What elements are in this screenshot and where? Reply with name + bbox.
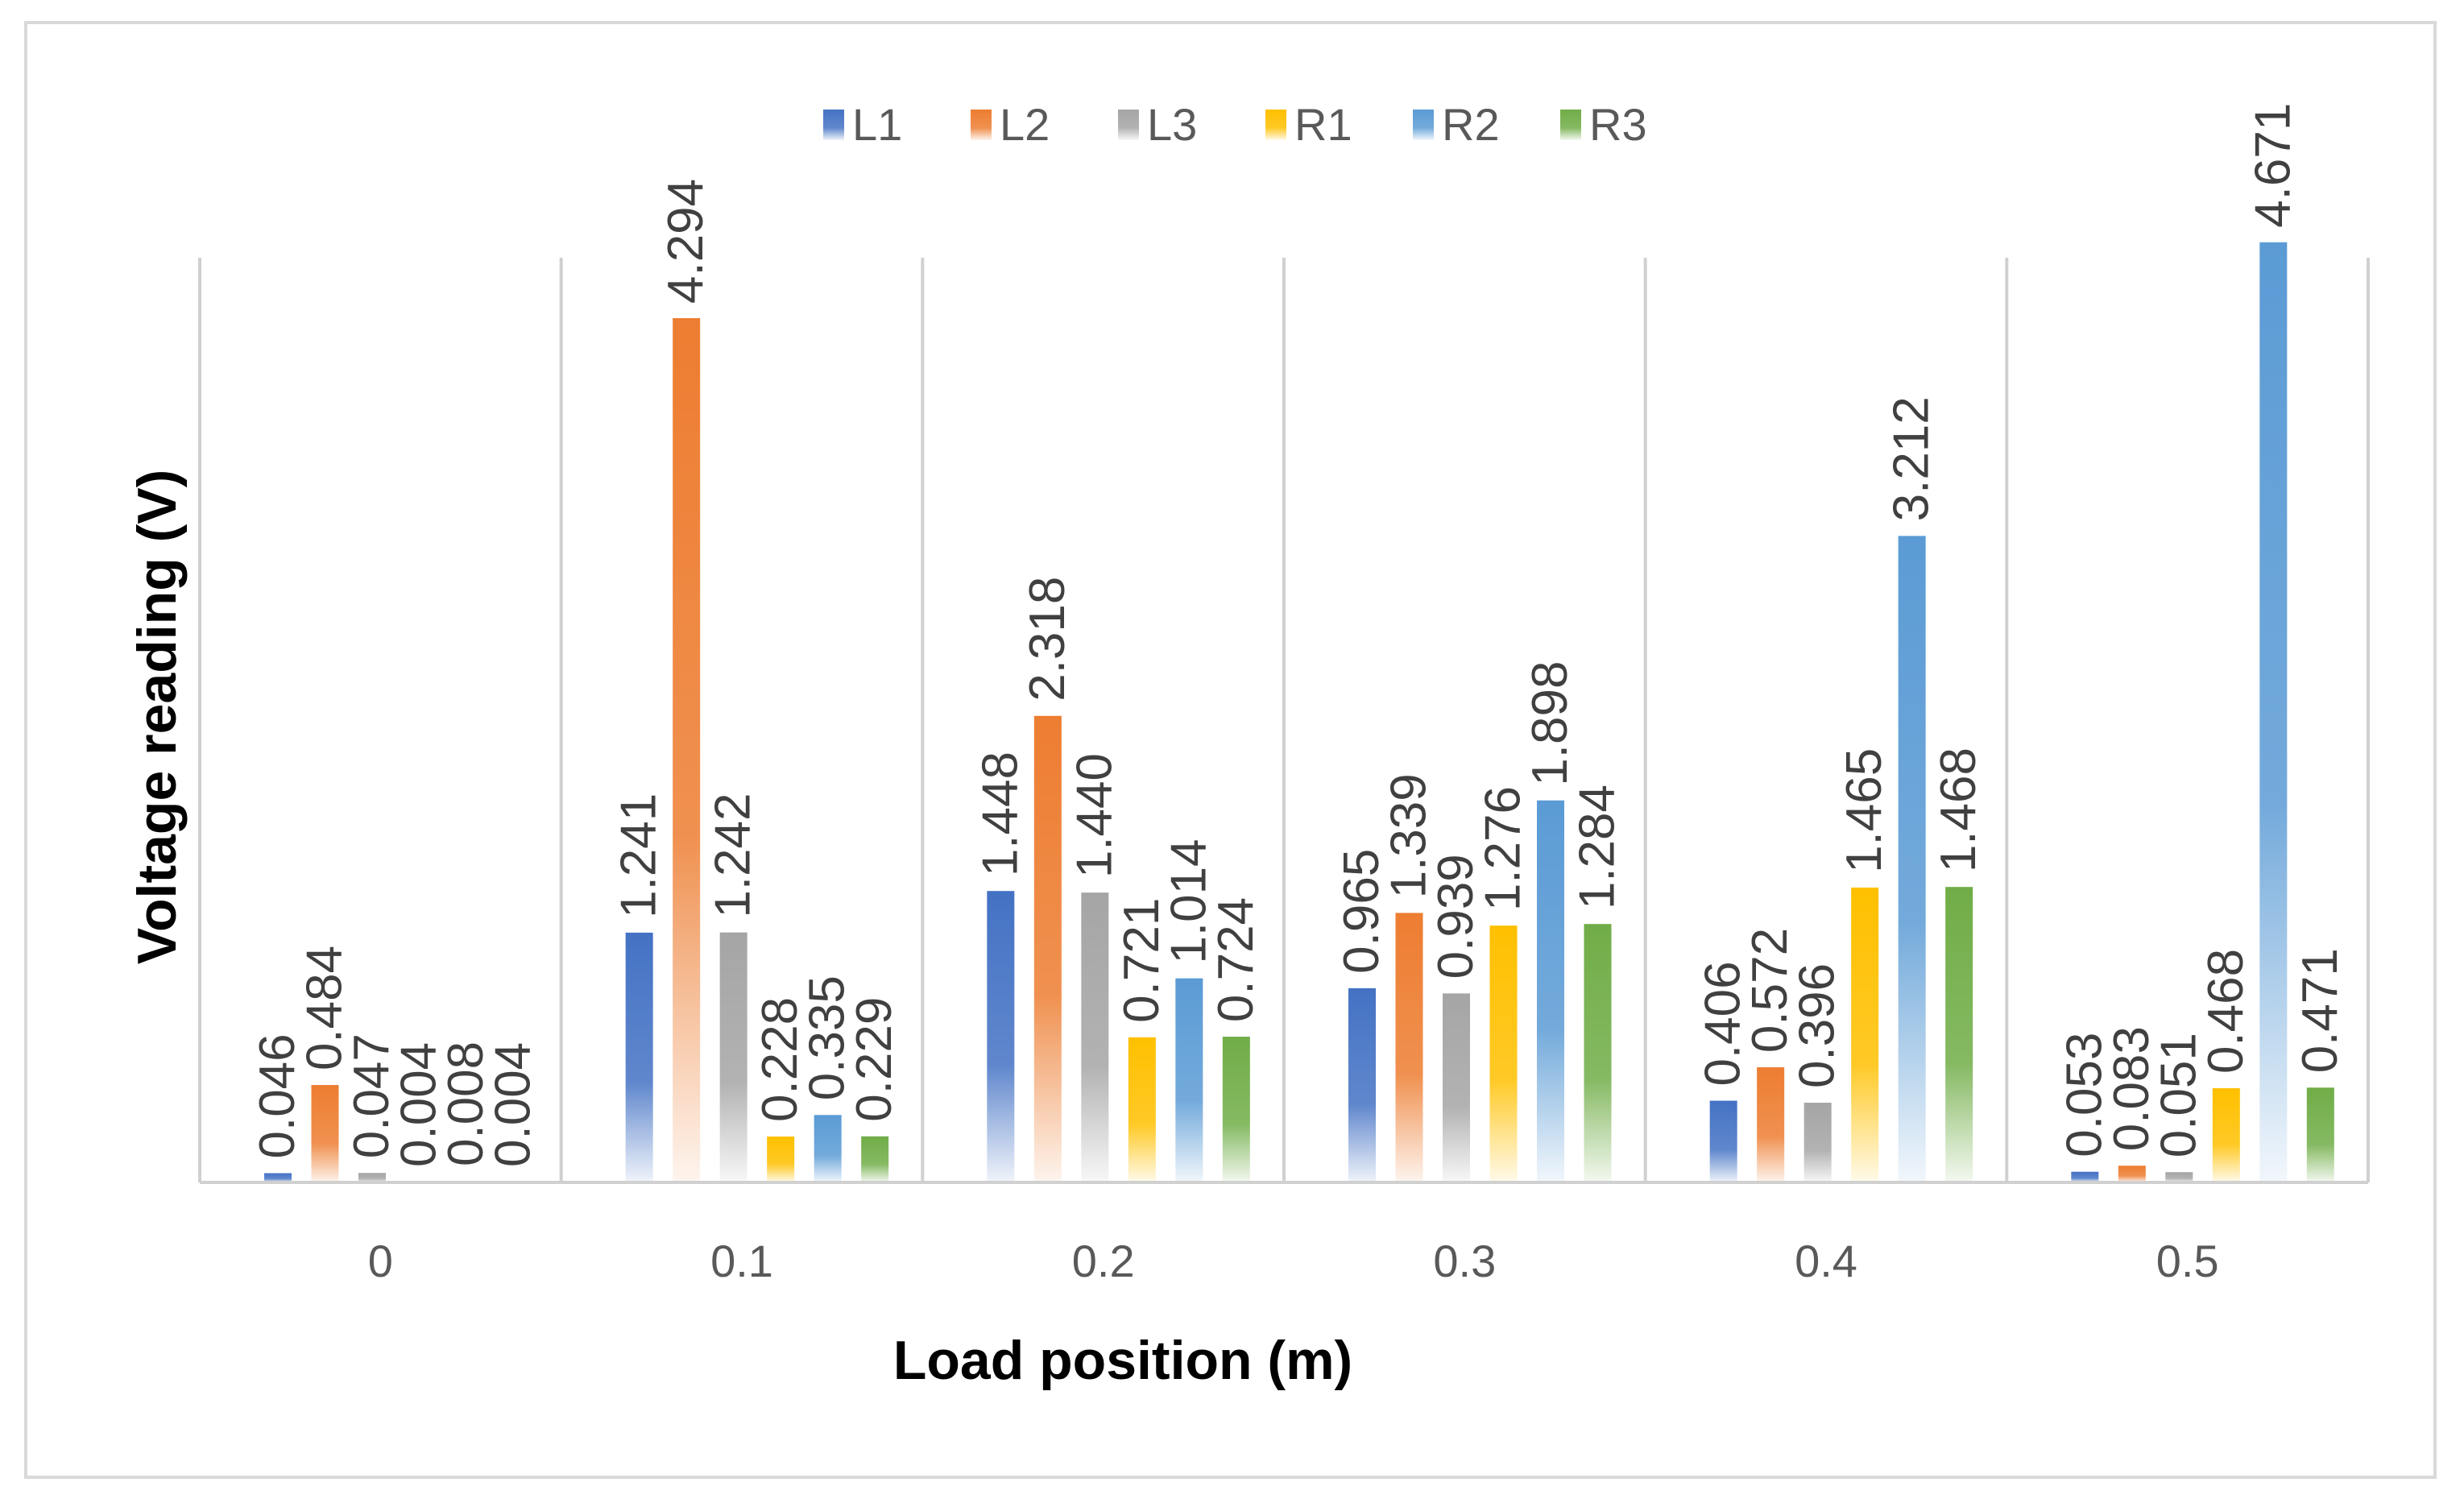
- bars: [264, 242, 2334, 1182]
- data-label-L3-0.5: 0.051: [2151, 1033, 2206, 1157]
- data-label-L1-0: 0.046: [250, 1033, 305, 1158]
- bar-R1-0.4: [1851, 887, 1879, 1182]
- data-label-R3-0.5: 0.471: [2292, 948, 2348, 1073]
- legend-swatch-L1: [823, 110, 844, 140]
- bar-L1-0.2: [987, 891, 1015, 1182]
- data-label-R2-0.2: 1.014: [1161, 838, 1216, 963]
- data-label-R3-0.4: 1.468: [1931, 747, 1986, 872]
- legend-label-L1: L1: [852, 99, 902, 150]
- data-label-R2-0.1: 0.335: [800, 975, 855, 1100]
- bar-L2-0.2: [1033, 715, 1062, 1182]
- legend-swatch-R3: [1560, 110, 1581, 140]
- bar-R2-0.2: [1175, 978, 1203, 1182]
- bar-R1-0.3: [1489, 925, 1518, 1182]
- bar-R2-0.4: [1898, 536, 1926, 1182]
- bar-R3-0.3: [1584, 924, 1612, 1182]
- legend-label-R3: R3: [1589, 99, 1647, 150]
- x-tick-label: 0: [368, 1236, 393, 1286]
- bar-L1-0.5: [2071, 1171, 2099, 1182]
- bar-L2-0.5: [2118, 1166, 2146, 1182]
- bar-L3-0: [358, 1173, 386, 1182]
- legend-label-L2: L2: [1000, 99, 1050, 150]
- data-label-R3-0.1: 0.229: [847, 997, 902, 1122]
- data-label-R1-0.1: 0.228: [752, 997, 808, 1122]
- data-label-L1-0.3: 0.965: [1334, 849, 1389, 974]
- data-label-L1-0.1: 1.241: [611, 793, 667, 918]
- category-separators: [198, 258, 2370, 1182]
- legend-swatch-R1: [1265, 110, 1286, 140]
- bar-L2-0.3: [1395, 913, 1423, 1182]
- bar-L1-0.3: [1348, 988, 1376, 1182]
- data-label-R1-0: 0.004: [391, 1042, 447, 1167]
- bar-R3-0.2: [1222, 1037, 1250, 1182]
- data-label-L3-0.4: 0.396: [1790, 963, 1845, 1088]
- bar-R1-0.1: [767, 1137, 795, 1182]
- data-label-R1-0.2: 0.721: [1114, 898, 1170, 1023]
- data-label-R2-0.4: 3.212: [1884, 396, 1940, 521]
- data-label-R1-0.4: 1.465: [1837, 748, 1892, 873]
- bar-L2-0.1: [673, 318, 701, 1182]
- data-label-L3-0.2: 1.440: [1066, 753, 1122, 878]
- bar-L3-0.1: [719, 932, 747, 1182]
- legend-swatch-L3: [1118, 110, 1139, 140]
- legend-label-R2: R2: [1442, 99, 1500, 150]
- data-label-L2-0.5: 0.083: [2104, 1026, 2160, 1151]
- bar-R1-0.5: [2212, 1088, 2240, 1182]
- x-tick-label: 0.1: [710, 1236, 773, 1286]
- data-labels: 0.0460.4840.0470.0040.0080.0041.2414.294…: [250, 103, 2348, 1167]
- bar-R2-0.1: [814, 1115, 842, 1182]
- bar-L2-0.4: [1757, 1067, 1785, 1182]
- data-label-R3-0.2: 0.724: [1208, 897, 1264, 1022]
- data-label-R3-0.3: 1.284: [1570, 785, 1625, 909]
- legend-label-R1: R1: [1294, 99, 1352, 150]
- bar-L1-0: [264, 1173, 292, 1182]
- bar-R3-0.1: [861, 1136, 889, 1182]
- bar-R2-0.5: [2259, 242, 2288, 1182]
- legend: L1 L2 L3 R1 R2 R3: [823, 99, 1647, 150]
- chart-frame: [24, 21, 2437, 1479]
- bar-R1-0.2: [1128, 1037, 1156, 1182]
- data-label-R1-0.5: 0.468: [2198, 949, 2254, 1074]
- bar-R2-0.3: [1537, 800, 1564, 1182]
- bar-L1-0.1: [625, 932, 653, 1182]
- legend-label-L3: L3: [1147, 99, 1197, 150]
- x-tick-label: 0.3: [1433, 1236, 1496, 1286]
- data-label-L1-0.4: 0.406: [1696, 961, 1751, 1086]
- x-tick-label: 0.4: [1795, 1236, 1857, 1286]
- x-axis-tick-labels: 0 0.1 0.2 0.3 0.4 0.5: [368, 1236, 2219, 1286]
- x-tick-label: 0.2: [1072, 1236, 1135, 1286]
- bar-L3-0.5: [2165, 1172, 2193, 1182]
- data-label-L2-0: 0.484: [297, 946, 353, 1070]
- y-axis-title: Voltage reading (V): [126, 470, 188, 965]
- bar-R3-0.5: [2306, 1087, 2334, 1182]
- data-label-L2-0.2: 2.318: [1020, 577, 1075, 702]
- legend-swatch-L2: [971, 110, 992, 140]
- data-label-L2-0.3: 1.339: [1381, 773, 1437, 898]
- data-label-R2-0: 0.008: [438, 1041, 494, 1166]
- bar-L3-0.2: [1081, 892, 1109, 1182]
- data-label-L3-0: 0.047: [344, 1033, 400, 1158]
- data-label-L2-0.4: 0.572: [1742, 928, 1798, 1053]
- x-tick-label: 0.5: [2156, 1236, 2219, 1286]
- x-axis-title: Load position (m): [893, 1330, 1352, 1391]
- data-label-L3-0.3: 0.939: [1428, 854, 1484, 979]
- bar-L3-0.3: [1443, 993, 1470, 1182]
- data-label-R3-0: 0.004: [486, 1042, 541, 1167]
- bar-L3-0.4: [1803, 1103, 1832, 1182]
- bar-R3-0.4: [1945, 887, 1973, 1182]
- data-label-R2-0.5: 4.671: [2245, 103, 2300, 228]
- legend-swatch-R2: [1413, 110, 1434, 140]
- data-label-R2-0.3: 1.898: [1522, 661, 1578, 786]
- data-label-L1-0.5: 0.053: [2056, 1033, 2112, 1157]
- bar-L2-0: [311, 1085, 339, 1182]
- bar-L1-0.4: [1709, 1100, 1737, 1182]
- data-label-L1-0.2: 1.448: [972, 752, 1028, 876]
- data-label-L2-0.1: 4.294: [658, 179, 714, 304]
- data-label-L3-0.1: 1.242: [706, 793, 761, 917]
- data-label-R1-0.3: 1.276: [1476, 786, 1531, 911]
